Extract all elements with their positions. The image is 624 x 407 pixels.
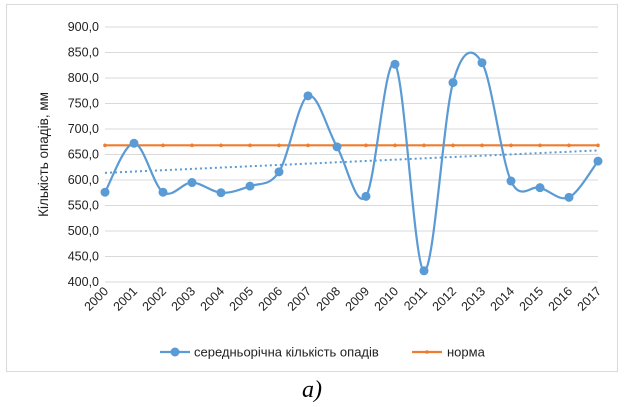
precipitation-marker	[477, 58, 487, 68]
precipitation-chart: 400,0 450,0 500,0 550,0 600,0 650,0 700,0 750,0…	[36, 20, 605, 360]
norm-marker	[364, 143, 368, 148]
precipitation-marker	[303, 91, 313, 101]
precipitation-marker	[535, 183, 545, 193]
norm-marker	[248, 143, 252, 148]
y-tick-label: 750,0	[68, 97, 99, 111]
y-axis-title: Кількість опадів, мм	[36, 92, 51, 217]
x-tick-label: 2015	[517, 284, 547, 314]
norm-marker	[422, 143, 426, 148]
norm-marker	[596, 143, 600, 148]
y-tick-label: 550,0	[68, 199, 99, 213]
norm-marker	[103, 143, 107, 148]
precipitation-line	[104, 51, 599, 272]
norm-marker	[480, 143, 484, 148]
precipitation-marker	[216, 188, 226, 198]
y-tick-label: 450,0	[68, 250, 99, 264]
figure-caption: а)	[302, 377, 322, 403]
precipitation-marker	[448, 78, 458, 88]
x-tick-label: 2014	[488, 284, 518, 314]
precipitation-marker	[187, 178, 197, 188]
precipitation-marker	[332, 142, 342, 152]
precipitation-marker	[564, 192, 574, 202]
x-tick-label: 2009	[343, 284, 373, 314]
y-tick-label: 900,0	[68, 20, 99, 34]
precipitation-marker	[129, 138, 139, 148]
norm-marker	[277, 143, 281, 148]
legend-norm-marker	[425, 350, 429, 354]
x-tick-label: 2012	[430, 284, 460, 314]
legend-norm-label: норма	[447, 345, 486, 360]
legend-precipitation-marker	[170, 347, 180, 357]
x-tick-label: 2013	[459, 284, 489, 314]
y-tick-label: 600,0	[68, 173, 99, 187]
norm-marker	[190, 143, 194, 148]
legend-precipitation-label: середньорічна кількість опадів	[194, 345, 379, 360]
y-tick-label: 800,0	[68, 71, 99, 85]
precipitation-marker	[593, 156, 603, 166]
norm-marker	[538, 143, 542, 148]
y-tick-label: 500,0	[68, 224, 99, 238]
x-tick-label: 2005	[227, 284, 257, 314]
precipitation-marker	[274, 167, 284, 177]
norm-marker	[306, 143, 310, 148]
norm-marker	[219, 143, 223, 148]
y-tick-label: 700,0	[68, 122, 99, 136]
precipitation-marker	[245, 181, 255, 191]
norm-marker	[161, 143, 165, 148]
precipitation-marker	[506, 176, 516, 186]
precipitation-marker	[100, 187, 110, 197]
x-tick-label: 2003	[169, 284, 199, 314]
norm-marker	[509, 143, 513, 148]
x-tick-label: 2002	[140, 284, 170, 314]
x-tick-label: 2017	[575, 284, 605, 314]
precipitation-marker	[158, 187, 168, 197]
norm-marker	[451, 143, 455, 148]
x-tick-label: 2001	[111, 284, 141, 314]
precipitation-marker	[419, 266, 429, 276]
x-tick-label: 2010	[372, 284, 402, 314]
precipitation-marker	[361, 191, 371, 201]
x-tick-label: 2006	[256, 284, 286, 314]
trendline	[104, 149, 599, 174]
precipitation-marker	[390, 59, 400, 69]
x-tick-label: 2004	[198, 284, 228, 314]
x-tick-label: 2007	[285, 284, 315, 314]
y-tick-label: 650,0	[68, 148, 99, 162]
norm-marker	[567, 143, 571, 148]
y-tick-label: 400,0	[68, 275, 99, 289]
norm-marker	[393, 143, 397, 148]
x-tick-label: 2008	[314, 284, 344, 314]
x-tick-label: 2011	[401, 284, 430, 313]
y-tick-label: 850,0	[68, 46, 99, 60]
x-tick-label: 2016	[546, 284, 576, 314]
